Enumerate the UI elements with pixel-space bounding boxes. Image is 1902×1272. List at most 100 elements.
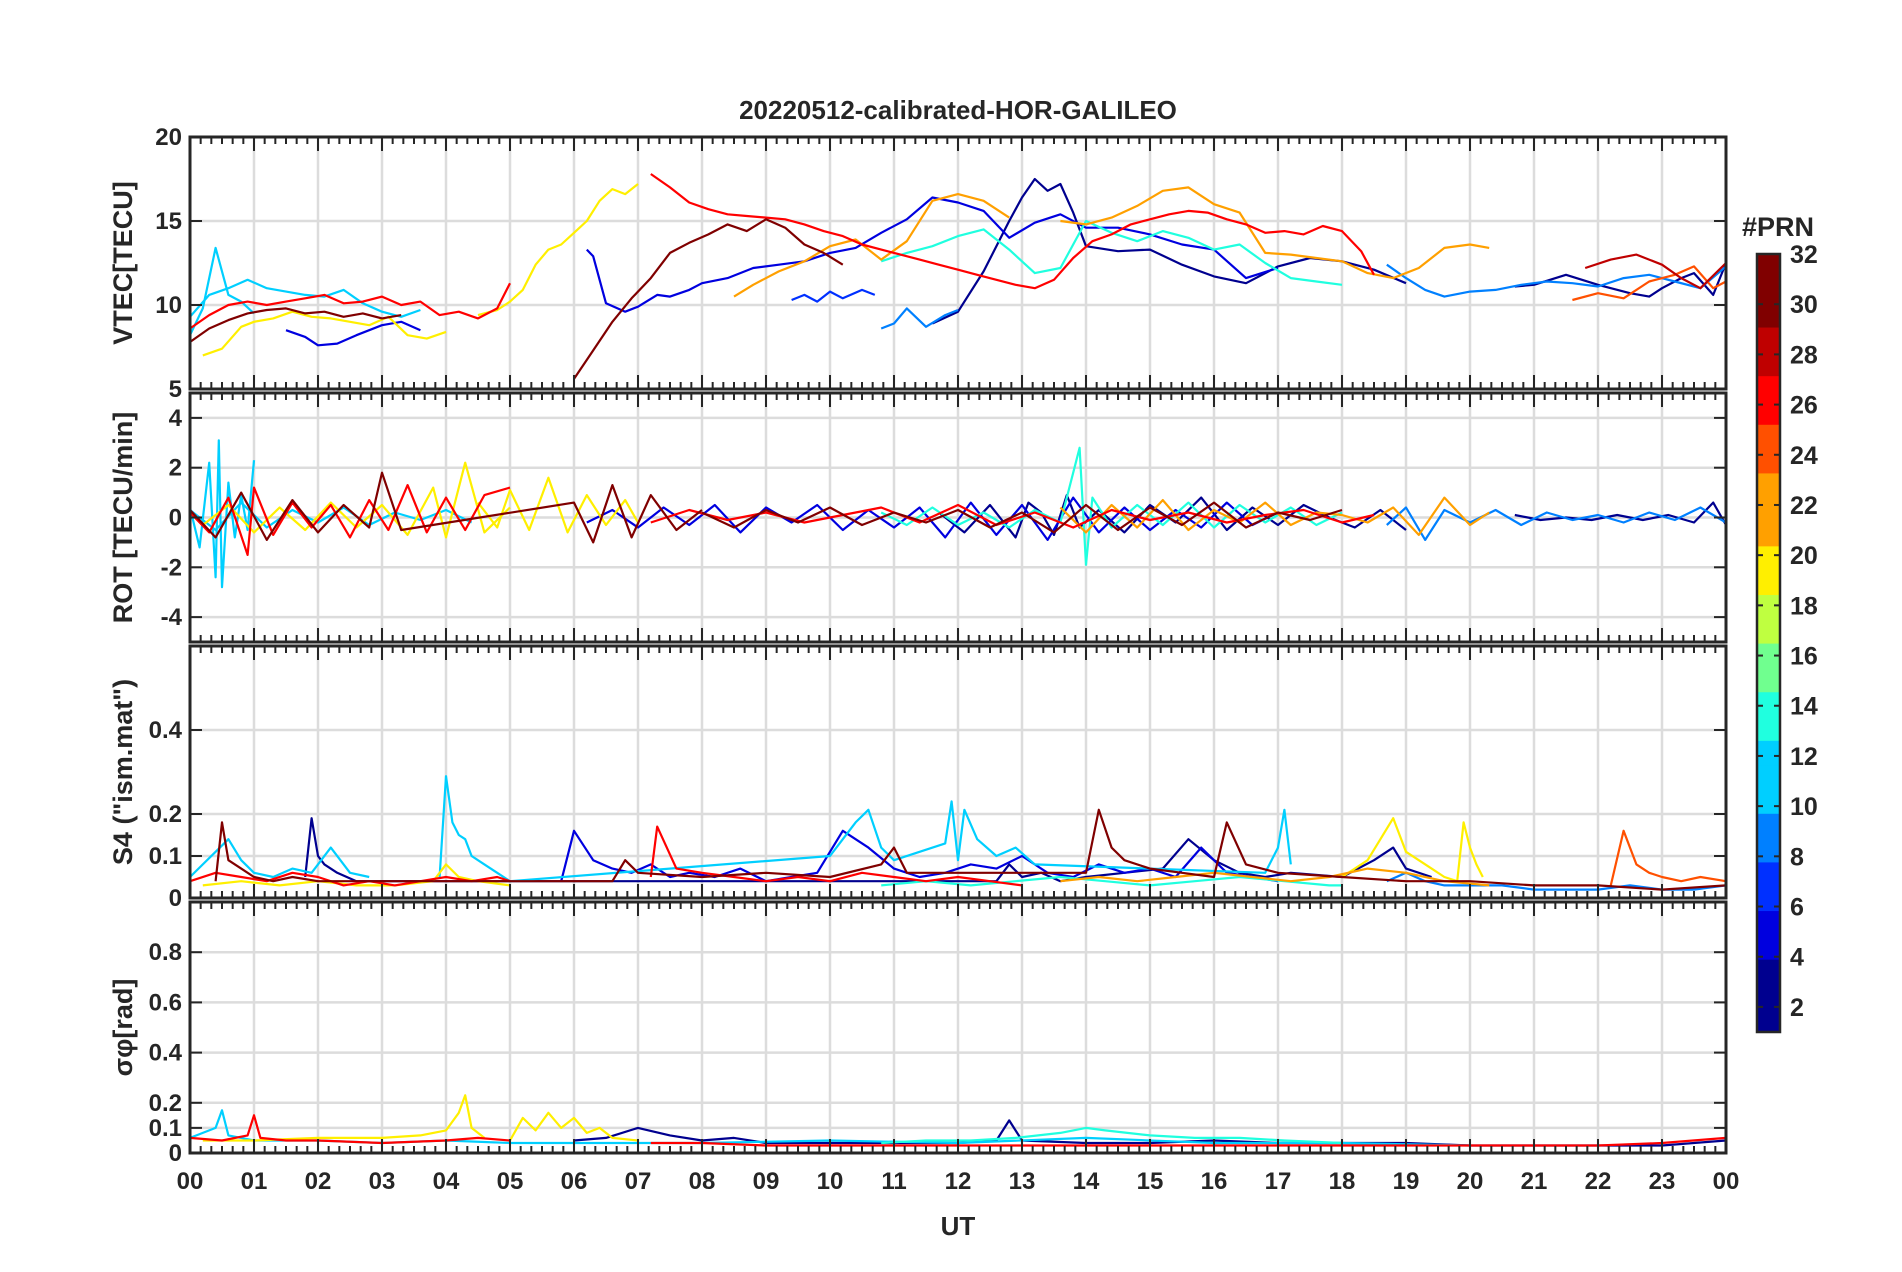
series-line-prn-21 bbox=[1060, 186, 1490, 280]
colorbar-swatch bbox=[1757, 254, 1780, 279]
series-line-prn-26 bbox=[650, 173, 1375, 290]
colorbar-label: #PRN bbox=[1742, 212, 1814, 242]
colorbar-tick-label: 4 bbox=[1790, 944, 1804, 972]
x-tick-label: 19 bbox=[1393, 1168, 1420, 1195]
colorbar-tick-label: 28 bbox=[1790, 341, 1818, 369]
panel-s4: 0 0.1 0.2 0.4 S4 ("ism.mat") bbox=[108, 644, 1728, 912]
colorbar-swatch bbox=[1757, 351, 1780, 377]
y-tick-label: -2 bbox=[161, 554, 182, 581]
x-tick-label: 18 bbox=[1329, 1168, 1356, 1195]
colorbar-swatch bbox=[1757, 497, 1780, 523]
panel-vtec: 5 10 15 20 VTEC[TECU] bbox=[108, 124, 1728, 403]
colorbar-tick-label: 14 bbox=[1790, 693, 1818, 721]
y-tick-label: 0.4 bbox=[149, 717, 183, 744]
colorbar-swatch bbox=[1757, 326, 1780, 352]
series-line-prn-10 bbox=[189, 246, 255, 336]
colorbar-tick-label: 24 bbox=[1790, 442, 1818, 470]
series-line-prn-5 bbox=[586, 496, 1279, 542]
series-line-prn-31 bbox=[189, 307, 402, 343]
series-line-prn-20 bbox=[477, 183, 639, 317]
x-tick-label: 20 bbox=[1457, 1168, 1484, 1195]
series-line-prn-31 bbox=[214, 808, 1727, 891]
colorbar-swatch bbox=[1757, 472, 1780, 498]
x-axis-label: UT bbox=[941, 1211, 976, 1241]
x-tick-label: 11 bbox=[881, 1168, 906, 1195]
colorbar-tick-label: 32 bbox=[1790, 241, 1818, 269]
series-line-prn-9 bbox=[1386, 263, 1727, 298]
x-tick-label: 12 bbox=[945, 1168, 972, 1195]
x-tick-label: 23 bbox=[1649, 1168, 1676, 1195]
colorbar-swatch bbox=[1757, 570, 1780, 595]
y-tick-label: 0.1 bbox=[149, 1115, 182, 1142]
series-line-prn-19 bbox=[202, 1094, 486, 1142]
series-line-prn-19 bbox=[202, 461, 511, 539]
colorbar-swatch bbox=[1757, 886, 1780, 912]
axes-frame bbox=[188, 135, 1728, 391]
colorbar-swatch bbox=[1757, 618, 1780, 644]
series-line-prn-31 bbox=[189, 471, 703, 544]
series-line-prn-24 bbox=[1609, 829, 1727, 886]
colorbar-tick-label: 8 bbox=[1790, 843, 1804, 871]
colorbar-tick-label: 22 bbox=[1790, 492, 1818, 520]
y-axis-label: VTEC[TECU] bbox=[108, 181, 138, 345]
panel-sigma-phi: 00.10.2 0.4 0.6 0.8 σφ[rad] 00 01 02 03 04 05 06 07 0… bbox=[108, 900, 1739, 1195]
colorbar-swatch bbox=[1757, 788, 1780, 814]
series-line-prn-27 bbox=[189, 484, 511, 557]
colorbar-swatch bbox=[1757, 1007, 1780, 1033]
series-line-prn-4 bbox=[285, 320, 421, 347]
series-line-prn-2 bbox=[1514, 262, 1728, 298]
x-tick-label: 16 bbox=[1201, 1168, 1228, 1195]
figure-title: 20220512-calibrated-HOR-GALILEO bbox=[739, 95, 1177, 125]
y-tick-label: 0.8 bbox=[149, 939, 182, 966]
series-line-prn-13 bbox=[880, 219, 1343, 286]
y-tick-label: 4 bbox=[169, 405, 183, 432]
y-tick-label: -4 bbox=[161, 604, 183, 631]
colorbar-swatch bbox=[1757, 278, 1780, 304]
colorbar-swatch bbox=[1757, 302, 1780, 328]
y-tick-label: 0 bbox=[169, 505, 182, 532]
x-tick-label: 04 bbox=[433, 1168, 460, 1195]
colorbar-swatch bbox=[1757, 545, 1780, 571]
colorbar-swatch bbox=[1757, 959, 1780, 984]
x-tick-label: 17 bbox=[1265, 1168, 1292, 1195]
x-tick-label: 07 bbox=[625, 1168, 652, 1195]
y-tick-label: 0.2 bbox=[149, 1090, 182, 1117]
series-line-prn-19 bbox=[202, 310, 447, 357]
colorbar-swatch bbox=[1757, 764, 1780, 790]
colorbar-swatch bbox=[1757, 983, 1780, 1009]
series-line-prn-24 bbox=[1572, 265, 1727, 302]
series-line-prn-12 bbox=[189, 501, 473, 532]
series-line-prn-10 bbox=[438, 775, 1292, 883]
panel-rot: -4 -2 0 2 4 ROT [TECU/min] bbox=[108, 391, 1728, 644]
colorbar-tick-label: 16 bbox=[1790, 643, 1818, 671]
series-line-prn-2 bbox=[1514, 501, 1727, 526]
x-tick-label: 05 bbox=[497, 1168, 524, 1195]
y-tick-label: 10 bbox=[155, 292, 182, 319]
colorbar-swatch bbox=[1757, 424, 1780, 450]
axes-frame bbox=[188, 391, 1728, 644]
series-line-prn-26 bbox=[650, 503, 1375, 529]
x-tick-label: 08 bbox=[689, 1168, 716, 1195]
x-tick-label: 22 bbox=[1585, 1168, 1612, 1195]
colorbar-swatch bbox=[1757, 861, 1780, 887]
x-tick-label: 01 bbox=[241, 1168, 268, 1195]
series-line-prn-12 bbox=[189, 838, 370, 879]
y-tick-label: 0 bbox=[169, 1140, 182, 1167]
y-tick-label: 0.6 bbox=[149, 989, 182, 1016]
series-line-prn-26 bbox=[650, 1136, 1727, 1147]
y-tick-label: 0.1 bbox=[149, 843, 182, 870]
series-line-prn-20 bbox=[509, 1111, 639, 1142]
colorbar-swatch bbox=[1757, 375, 1780, 401]
x-tick-label: 14 bbox=[1073, 1168, 1100, 1195]
colorbar-swatch bbox=[1757, 521, 1780, 547]
x-tick-label: 21 bbox=[1521, 1168, 1548, 1195]
x-tick-label: 06 bbox=[561, 1168, 588, 1195]
axes-frame bbox=[188, 900, 1728, 1155]
colorbar-swatch bbox=[1757, 934, 1780, 960]
x-tick-label: 09 bbox=[753, 1168, 780, 1195]
colorbar-swatch bbox=[1757, 740, 1780, 766]
colorbar-tick-label: 12 bbox=[1790, 743, 1818, 771]
series-line-prn-29 bbox=[1584, 253, 1727, 290]
series-line-prn-8 bbox=[880, 307, 959, 330]
x-tick-label: 00 bbox=[177, 1168, 204, 1195]
